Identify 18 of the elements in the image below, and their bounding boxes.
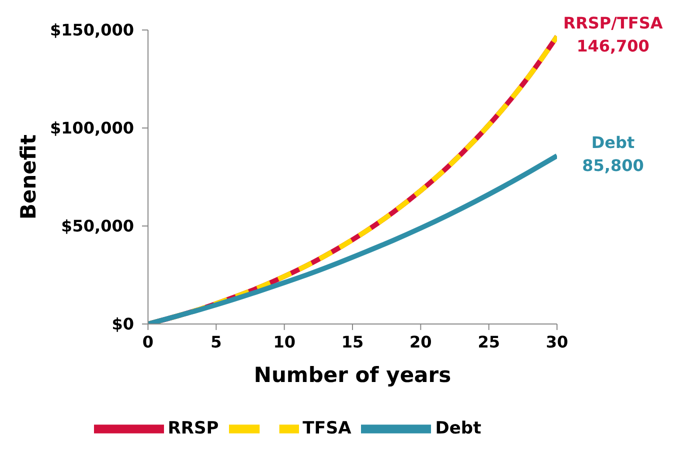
y-tick-label: $100,000 — [50, 118, 134, 138]
y-tick-label: $0 — [112, 314, 134, 334]
legend-label: RRSP — [168, 418, 219, 439]
x-axis-title: Number of years — [254, 363, 452, 387]
x-tick-label: 10 — [273, 332, 296, 352]
x-tick-label: 20 — [410, 332, 432, 352]
legend-label: Debt — [435, 418, 482, 439]
x-tick-label: 30 — [546, 332, 568, 352]
annotation: RRSP/TFSA 146,700 — [563, 13, 664, 56]
x-tick-label: 5 — [210, 332, 222, 352]
annotation: Debt 85,800 — [582, 132, 644, 175]
y-axis-title: Benefit — [16, 134, 40, 220]
legend-label: TFSA — [302, 418, 352, 439]
x-tick-label: 25 — [478, 332, 500, 352]
y-tick-label: $50,000 — [61, 216, 134, 236]
x-tick-label: 0 — [142, 332, 154, 352]
y-tick-label: $150,000 — [50, 20, 134, 40]
x-tick-label: 15 — [341, 332, 364, 352]
